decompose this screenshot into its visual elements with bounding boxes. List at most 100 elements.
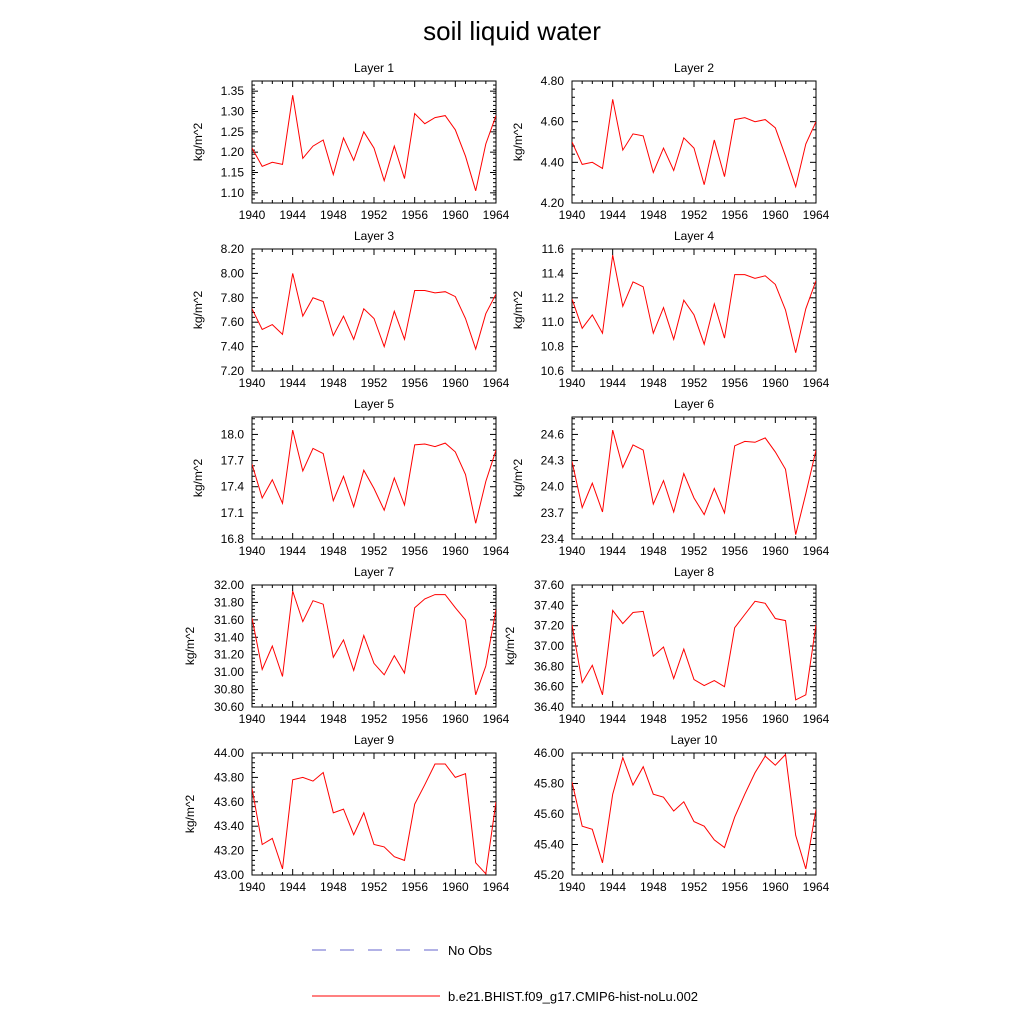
y-tick-label: 37.60 <box>534 578 564 592</box>
x-tick-label: 1944 <box>279 208 306 222</box>
panel-layer-8: Layer 8 1940 1944 1948 1952 1956 1960 1964 36.40… <box>503 565 830 726</box>
x-tick-label: 1956 <box>721 208 748 222</box>
y-tick-label: 46.00 <box>534 746 564 760</box>
y-tick-label: 1.25 <box>221 125 245 139</box>
panel-title: Layer 2 <box>674 61 714 75</box>
x-tick-label: 1940 <box>559 376 586 390</box>
y-tick-label: 30.80 <box>214 683 244 697</box>
x-tick-label: 1940 <box>559 544 586 558</box>
x-tick-label: 1952 <box>681 376 708 390</box>
y-axis-label: kg/m^2 <box>511 459 525 498</box>
x-tick-label: 1952 <box>361 376 388 390</box>
y-tick-label: 17.1 <box>221 506 245 520</box>
y-tick-label: 36.80 <box>534 659 564 673</box>
y-tick-label: 1.15 <box>221 166 245 180</box>
panel-layer-5: Layer 5 1940 1944 1948 1952 1956 1960 1964 16.8 1… <box>191 397 510 558</box>
y-tick-label: 1.35 <box>221 84 245 98</box>
x-tick-label: 1960 <box>442 376 469 390</box>
y-tick-label: 17.4 <box>221 480 245 494</box>
y-tick-label: 43.20 <box>214 844 244 858</box>
y-tick-label: 16.8 <box>221 532 245 546</box>
y-tick-label: 31.60 <box>214 613 244 627</box>
y-tick-label: 43.00 <box>214 868 244 882</box>
y-tick-label: 24.3 <box>541 454 565 468</box>
x-tick-label: 1948 <box>640 376 667 390</box>
x-tick-label: 1964 <box>803 880 830 894</box>
x-tick-label: 1964 <box>483 544 510 558</box>
x-tick-label: 1948 <box>640 208 667 222</box>
y-tick-label: 31.40 <box>214 630 244 644</box>
x-tick-label: 1944 <box>279 880 306 894</box>
x-tick-label: 1944 <box>279 544 306 558</box>
y-tick-label: 7.60 <box>221 315 245 329</box>
x-tick-label: 1948 <box>320 880 347 894</box>
x-tick-label: 1944 <box>599 712 626 726</box>
x-tick-label: 1956 <box>401 712 428 726</box>
y-axis-label: kg/m^2 <box>183 795 197 834</box>
panel-layer-10: Layer 10 1940 1944 1948 1952 1956 1960 1964 45.2… <box>534 733 830 894</box>
panel-layer-3: Layer 3 1940 1944 1948 1952 1956 1960 1964 7.20 7… <box>191 229 510 390</box>
y-tick-label: 32.00 <box>214 578 244 592</box>
y-tick-label: 18.0 <box>221 427 245 441</box>
panel-layer-6: Layer 6 1940 1944 1948 1952 1956 1960 1964 23.4 2… <box>511 397 830 558</box>
y-tick-label: 23.4 <box>541 532 565 546</box>
y-tick-label: 43.40 <box>214 819 244 833</box>
figure-title: soil liquid water <box>423 16 601 46</box>
y-tick-label: 43.60 <box>214 795 244 809</box>
y-tick-label: 31.00 <box>214 665 244 679</box>
x-tick-label: 1948 <box>640 544 667 558</box>
legend: No Obs b.e21.BHIST.f09_g17.CMIP6-hist-no… <box>312 943 698 1004</box>
x-tick-label: 1940 <box>239 712 266 726</box>
x-tick-label: 1960 <box>442 880 469 894</box>
panel-layer-7: Layer 7 1940 1944 1948 1952 1956 1960 1964 30.60… <box>183 565 510 726</box>
series-line <box>252 273 496 351</box>
y-axis-label: kg/m^2 <box>511 123 525 162</box>
x-tick-label: 1952 <box>681 712 708 726</box>
y-tick-label: 11.6 <box>542 242 565 256</box>
series-line <box>252 429 496 524</box>
y-tick-label: 7.40 <box>221 340 245 354</box>
plot-frame <box>251 80 497 204</box>
series-line <box>572 600 816 701</box>
y-tick-label: 37.40 <box>534 598 564 612</box>
series-line <box>572 99 816 189</box>
y-tick-label: 11.4 <box>542 266 565 280</box>
panel-title: Layer 1 <box>354 61 394 75</box>
x-tick-label: 1944 <box>279 376 306 390</box>
y-axis-label: kg/m^2 <box>191 291 205 330</box>
series-line <box>572 753 816 870</box>
legend-model-label: b.e21.BHIST.f09_g17.CMIP6-hist-noLu.002 <box>448 989 698 1004</box>
x-tick-label: 1940 <box>239 544 266 558</box>
y-tick-label: 44.00 <box>214 746 244 760</box>
x-tick-label: 1956 <box>721 544 748 558</box>
y-tick-label: 24.6 <box>541 427 565 441</box>
x-tick-label: 1944 <box>599 208 626 222</box>
x-tick-label: 1960 <box>762 376 789 390</box>
y-tick-label: 1.30 <box>221 105 245 119</box>
y-tick-label: 31.80 <box>214 595 244 609</box>
plot-frame <box>571 248 817 372</box>
x-tick-label: 1956 <box>721 376 748 390</box>
x-tick-label: 1944 <box>279 712 306 726</box>
x-tick-label: 1964 <box>483 880 510 894</box>
y-axis-label: kg/m^2 <box>191 123 205 162</box>
series-line <box>252 590 496 695</box>
x-tick-label: 1960 <box>442 208 469 222</box>
x-tick-label: 1948 <box>640 880 667 894</box>
panels: Layer 1 1940 1944 1948 1952 1956 1960 1964 1.10 1… <box>183 61 830 894</box>
y-tick-label: 45.80 <box>534 777 564 791</box>
x-tick-label: 1940 <box>559 880 586 894</box>
y-tick-label: 1.10 <box>221 186 245 200</box>
y-tick-label: 36.60 <box>534 680 564 694</box>
x-tick-label: 1956 <box>401 544 428 558</box>
x-tick-label: 1960 <box>442 544 469 558</box>
y-tick-label: 45.20 <box>534 868 564 882</box>
legend-obs-label: No Obs <box>448 943 493 958</box>
x-tick-label: 1952 <box>361 712 388 726</box>
x-tick-label: 1956 <box>721 712 748 726</box>
x-tick-label: 1940 <box>239 376 266 390</box>
y-tick-label: 8.00 <box>221 266 245 280</box>
y-axis-label: kg/m^2 <box>511 291 525 330</box>
x-tick-label: 1952 <box>681 880 708 894</box>
x-tick-label: 1960 <box>442 712 469 726</box>
